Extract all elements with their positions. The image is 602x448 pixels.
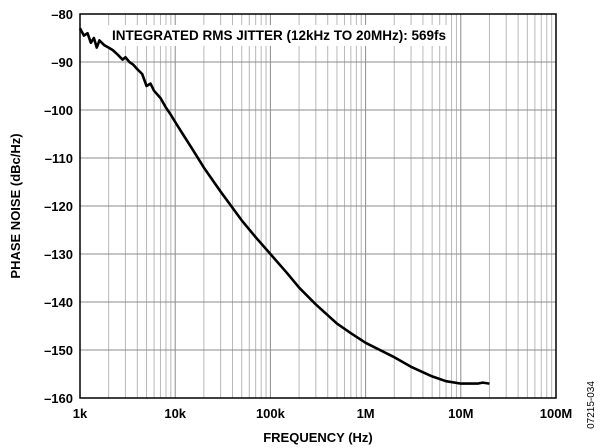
- x-axis-title: FREQUENCY (Hz): [263, 430, 373, 445]
- phase-noise-series-line: [78, 27, 490, 385]
- plot-frame: [79, 13, 557, 399]
- y-tick-label: –130: [44, 247, 73, 262]
- x-tick-label: 1M: [357, 406, 375, 421]
- figure-id: 07215-034: [586, 381, 597, 429]
- grid-lines: [79, 13, 557, 399]
- annotation-background: [108, 25, 451, 46]
- x-tick-labels: 1k 10k 100k 1M 10M 100M: [73, 406, 573, 421]
- x-tick-label: 1k: [73, 406, 88, 421]
- y-tick-label: –100: [44, 103, 73, 118]
- x-tick-label: 100M: [540, 406, 573, 421]
- y-tick-label: –140: [44, 295, 73, 310]
- y-tick-label: –110: [45, 151, 73, 166]
- y-tick-labels: –80 –90 –100 –110 –120 –130 –140 –150 –160: [44, 7, 73, 406]
- x-tick-label: 10M: [448, 406, 473, 421]
- y-tick-label: –120: [44, 199, 73, 214]
- jitter-annotation: INTEGRATED RMS JITTER (12kHz TO 20MHz): …: [112, 28, 446, 43]
- y-tick-label: –150: [44, 343, 73, 358]
- y-tick-label: –90: [51, 55, 73, 70]
- y-tick-label: –160: [44, 391, 73, 406]
- y-tick-label: –80: [51, 7, 73, 22]
- x-tick-label: 10k: [164, 406, 186, 421]
- x-tick-label: 100k: [256, 406, 286, 421]
- y-axis-title: PHASE NOISE (dBc/Hz): [8, 133, 23, 278]
